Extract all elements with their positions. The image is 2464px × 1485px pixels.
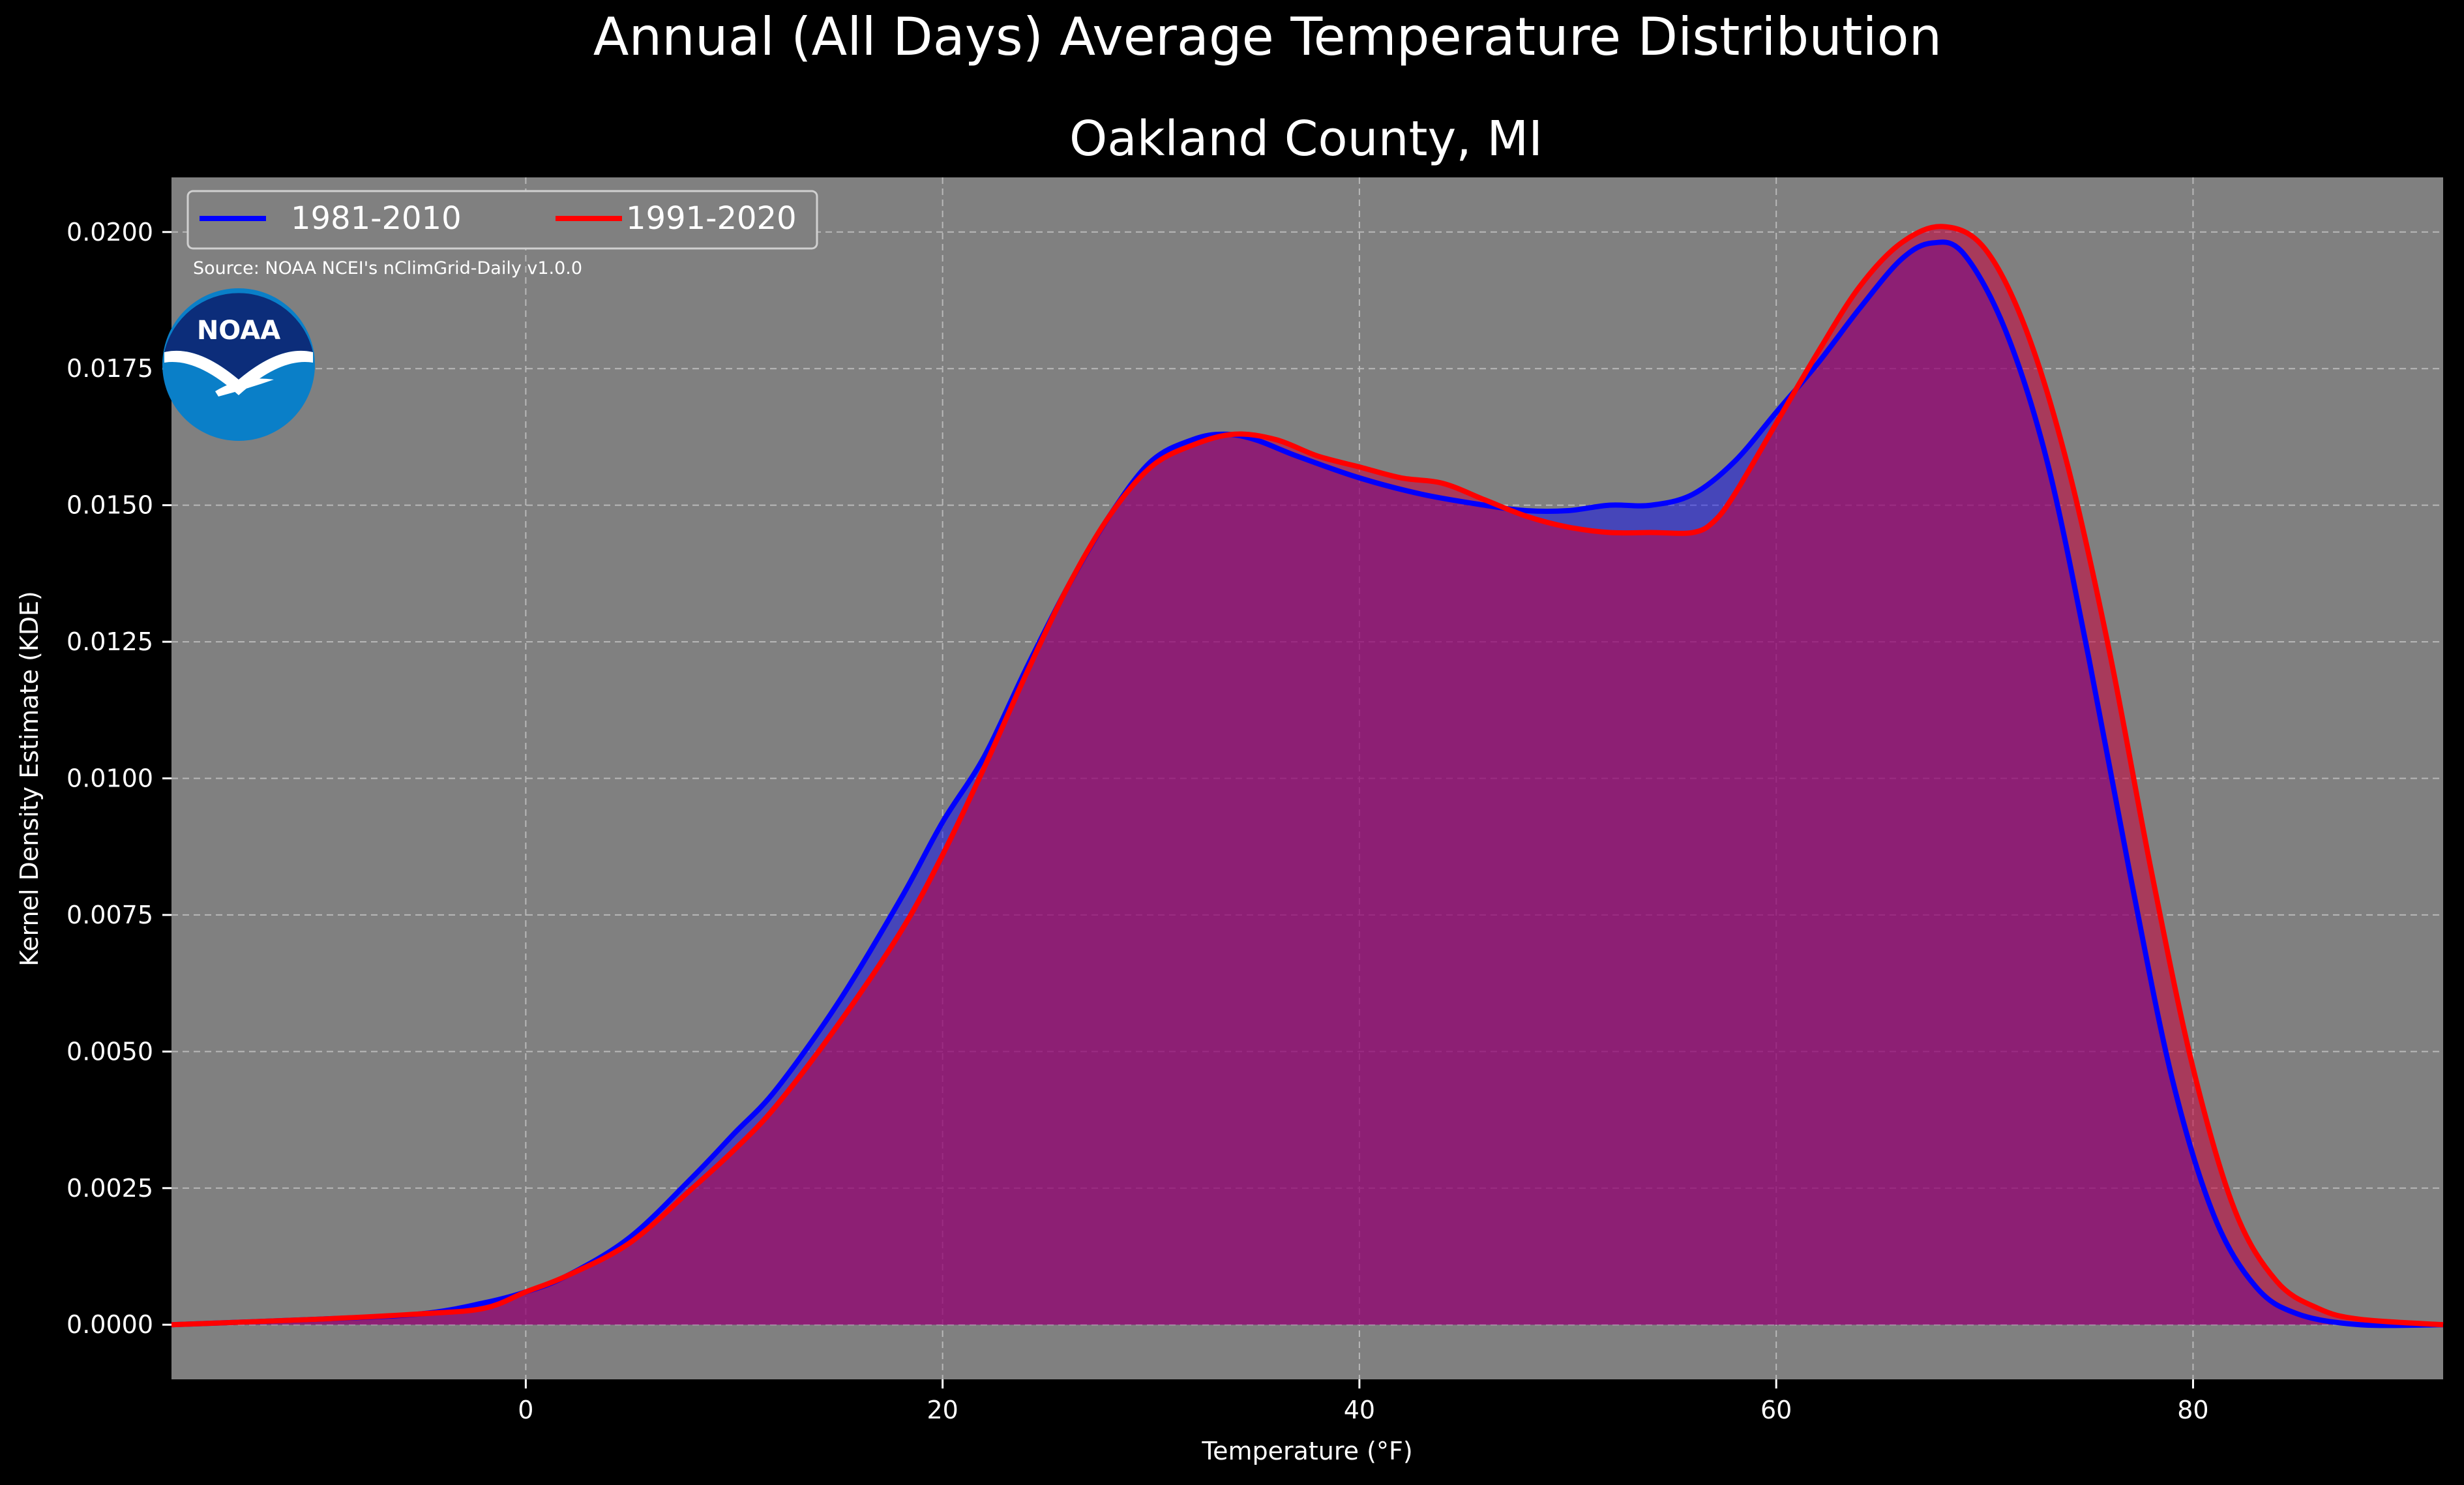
- y-tick-label: 0.0150: [67, 491, 153, 520]
- area-1991-2020: [171, 226, 2443, 1325]
- noaa-logo-text: NOAA: [197, 316, 280, 346]
- y-tick-label: 0.0050: [67, 1037, 153, 1066]
- source-annotation: Source: NOAA NCEI's nClimGrid-Daily v1.0…: [193, 258, 582, 278]
- y-tick-label: 0.0125: [67, 627, 153, 656]
- x-tick-label: 60: [1760, 1396, 1792, 1424]
- x-axis: 0 20 40 60 80: [518, 1379, 2209, 1424]
- y-axis-label: Kernel Density Estimate (KDE): [15, 591, 44, 967]
- legend-label-1991-2020: 1991-2020: [626, 200, 797, 237]
- x-axis-label: Temperature (°F): [1201, 1437, 1412, 1465]
- line-1981-2010: [171, 239, 2444, 1328]
- y-tick-label: 0.0000: [67, 1310, 153, 1339]
- legend: 1981-2010 1991-2020: [186, 190, 818, 250]
- chart-title: Annual (All Days) Average Temperature Di…: [593, 7, 1942, 67]
- series-layer: [171, 224, 2444, 1328]
- line-1991-2020: [171, 224, 2444, 1328]
- y-axis: 0.0000 0.0025 0.0050 0.0075 0.0100 0.0125 0.01…: [67, 218, 171, 1339]
- x-tick-label: 20: [927, 1396, 958, 1424]
- y-tick-label: 0.0025: [67, 1174, 153, 1203]
- y-tick-label: 0.0200: [67, 218, 153, 247]
- y-tick-label: 0.0075: [67, 901, 153, 929]
- chart-subtitle: Oakland County, MI: [1069, 111, 1543, 167]
- y-tick-label: 0.0175: [67, 354, 153, 383]
- legend-box: [186, 190, 818, 250]
- x-tick-label: 0: [518, 1396, 533, 1424]
- noaa-logo: NOAA: [162, 288, 315, 441]
- x-tick-label: 80: [2177, 1396, 2208, 1424]
- y-tick-label: 0.0100: [67, 764, 153, 793]
- legend-label-1981-2010: 1981-2010: [291, 200, 462, 237]
- x-tick-label: 40: [1344, 1396, 1375, 1424]
